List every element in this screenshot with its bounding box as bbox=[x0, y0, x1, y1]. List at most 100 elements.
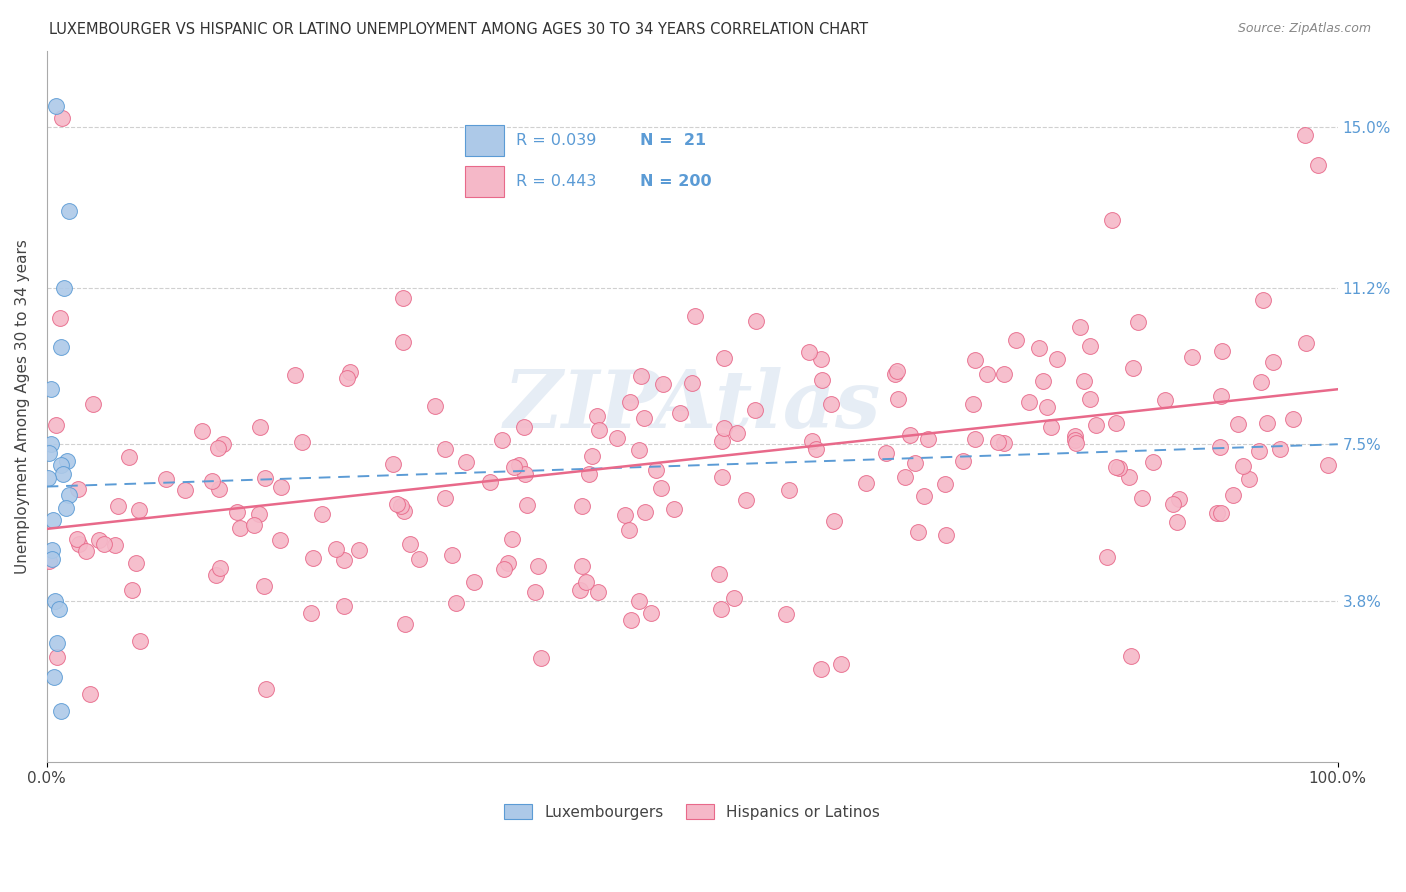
Text: Source: ZipAtlas.com: Source: ZipAtlas.com bbox=[1237, 22, 1371, 36]
Point bbox=[1064, 436, 1087, 450]
Point bbox=[1181, 351, 1204, 365]
Point bbox=[976, 367, 998, 381]
Point bbox=[800, 434, 823, 448]
Point bbox=[652, 376, 675, 391]
Point bbox=[41, 513, 63, 527]
Point bbox=[107, 499, 129, 513]
Point bbox=[962, 397, 984, 411]
Point bbox=[479, 475, 502, 489]
Point bbox=[1069, 320, 1091, 334]
Point bbox=[55, 500, 77, 515]
Point bbox=[797, 345, 820, 359]
Point bbox=[242, 518, 264, 533]
Point bbox=[209, 561, 232, 575]
Point bbox=[578, 467, 600, 481]
Point bbox=[1121, 648, 1143, 663]
Point bbox=[886, 392, 908, 407]
Point bbox=[333, 599, 356, 613]
Point bbox=[1122, 360, 1144, 375]
Point bbox=[1105, 459, 1128, 474]
Point bbox=[253, 579, 276, 593]
Point bbox=[1085, 418, 1108, 433]
Point bbox=[1154, 392, 1177, 407]
Point bbox=[810, 662, 832, 676]
Point bbox=[1118, 470, 1140, 484]
Point bbox=[575, 574, 598, 589]
Point bbox=[734, 493, 756, 508]
Point bbox=[1295, 128, 1317, 143]
Point bbox=[993, 367, 1015, 381]
Point bbox=[205, 568, 228, 582]
Point bbox=[41, 551, 63, 566]
Point bbox=[568, 582, 591, 597]
Point bbox=[830, 657, 852, 672]
Point bbox=[1063, 429, 1085, 443]
Point bbox=[571, 559, 593, 574]
Point bbox=[44, 594, 66, 608]
Point bbox=[1270, 442, 1292, 456]
Point bbox=[333, 553, 356, 567]
Point bbox=[645, 463, 668, 477]
Point bbox=[269, 533, 291, 547]
Point bbox=[254, 682, 277, 697]
Point bbox=[118, 450, 141, 465]
Point bbox=[387, 497, 409, 511]
Point bbox=[820, 397, 842, 411]
Point bbox=[38, 446, 60, 460]
Point bbox=[823, 515, 845, 529]
Point bbox=[524, 585, 547, 599]
Point bbox=[1317, 458, 1340, 472]
Point bbox=[804, 442, 827, 456]
Point bbox=[1263, 355, 1285, 369]
Point bbox=[1209, 440, 1232, 454]
Point bbox=[1036, 401, 1059, 415]
Point bbox=[620, 613, 643, 627]
Point bbox=[51, 704, 73, 718]
Point bbox=[912, 489, 935, 503]
Point bbox=[1032, 374, 1054, 388]
Point bbox=[1222, 488, 1244, 502]
Point bbox=[778, 483, 800, 497]
Point bbox=[441, 548, 464, 562]
Point bbox=[1226, 417, 1249, 431]
Point bbox=[1078, 392, 1101, 407]
Point bbox=[508, 458, 530, 473]
Point bbox=[723, 591, 745, 605]
Point bbox=[633, 411, 655, 425]
Point bbox=[1101, 213, 1123, 227]
Point bbox=[121, 582, 143, 597]
Point bbox=[1167, 491, 1189, 506]
Legend: Luxembourgers, Hispanics or Latinos: Luxembourgers, Hispanics or Latinos bbox=[498, 798, 886, 826]
Point bbox=[249, 420, 271, 434]
Point bbox=[82, 397, 104, 411]
Point bbox=[965, 432, 987, 446]
Point bbox=[291, 435, 314, 450]
Point bbox=[1064, 434, 1087, 448]
Point bbox=[935, 528, 957, 542]
Point bbox=[49, 310, 72, 325]
Point bbox=[423, 399, 446, 413]
Point bbox=[284, 368, 307, 382]
Point bbox=[173, 483, 195, 498]
Point bbox=[627, 443, 650, 458]
Point bbox=[775, 607, 797, 621]
Point bbox=[52, 467, 75, 481]
Point bbox=[662, 502, 685, 516]
Point bbox=[628, 594, 651, 608]
Point bbox=[606, 431, 628, 445]
Point bbox=[336, 371, 359, 385]
Point bbox=[38, 554, 60, 568]
Point bbox=[987, 434, 1010, 449]
Point bbox=[875, 446, 897, 460]
Point bbox=[225, 505, 247, 519]
Text: LUXEMBOURGER VS HISPANIC OR LATINO UNEMPLOYMENT AMONG AGES 30 TO 34 YEARS CORREL: LUXEMBOURGER VS HISPANIC OR LATINO UNEMP… bbox=[49, 22, 869, 37]
Point bbox=[502, 460, 524, 475]
Point bbox=[491, 433, 513, 447]
Point bbox=[952, 454, 974, 468]
Point bbox=[79, 687, 101, 701]
Point bbox=[66, 482, 89, 496]
Point bbox=[710, 470, 733, 484]
Point bbox=[993, 436, 1015, 450]
Point bbox=[347, 543, 370, 558]
Point bbox=[46, 650, 69, 665]
